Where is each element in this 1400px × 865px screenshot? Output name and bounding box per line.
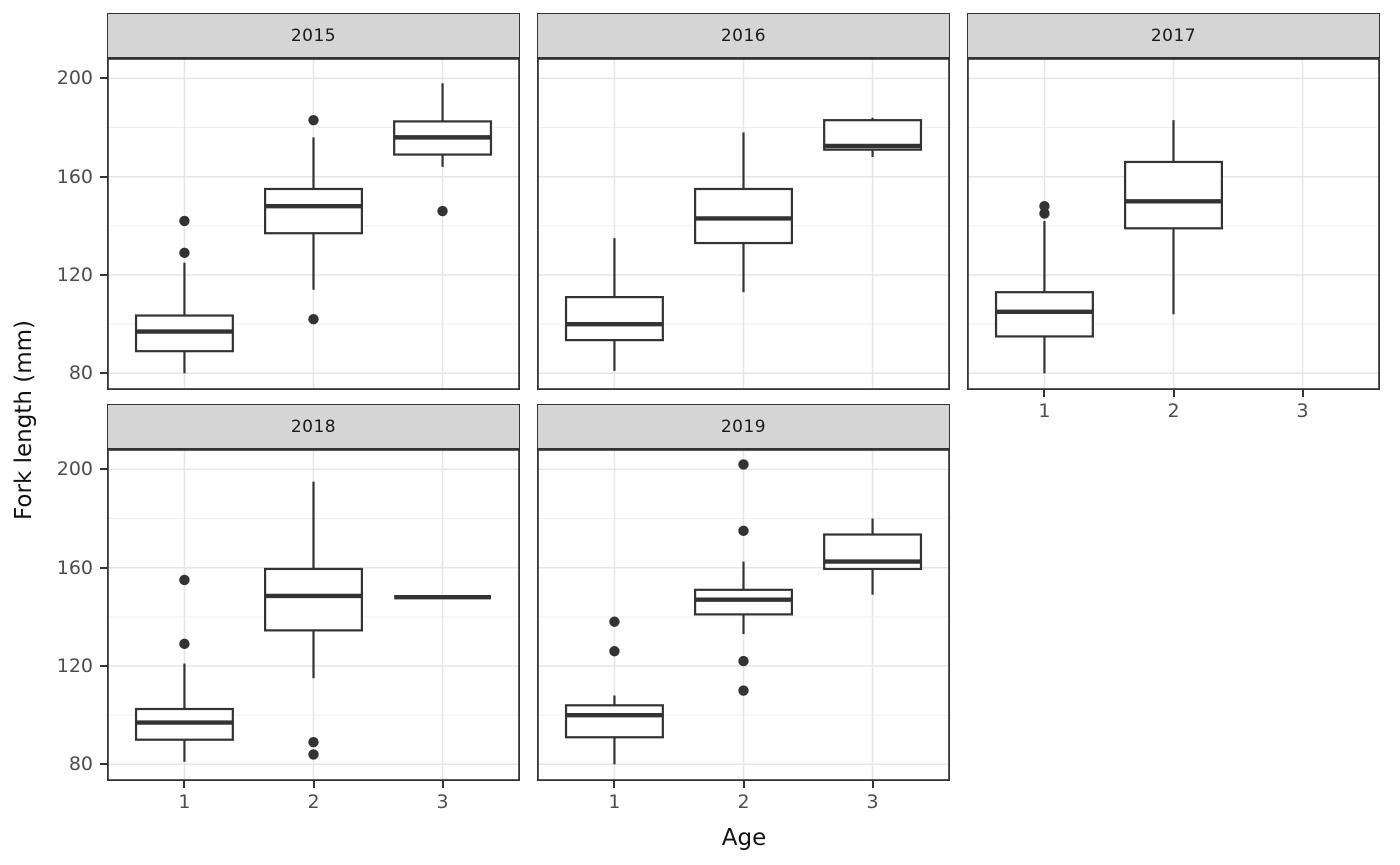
x-tick-mark (1301, 390, 1304, 397)
boxplot-panel (537, 58, 950, 390)
x-tick-mark (613, 781, 616, 788)
boxplot-panel (107, 58, 520, 390)
iqr-box (264, 187, 364, 235)
outlier-point (1039, 208, 1050, 219)
facet-strip: 2019 (537, 404, 950, 449)
x-tick-mark (871, 781, 874, 788)
y-tick-mark (100, 763, 107, 766)
y-axis-title: Fork length (mm) (11, 320, 37, 520)
x-tick-mark (1172, 390, 1175, 397)
outlier-point (179, 638, 190, 650)
facet-year-label: 2019 (720, 416, 767, 437)
facet-2019: 2019 (537, 404, 950, 781)
facet-2018: 2018 (107, 404, 520, 781)
boxplot-panel (967, 58, 1380, 390)
y-tick-label: 80 (68, 362, 93, 385)
x-tick-label: 1 (1038, 400, 1051, 422)
outlier-point (437, 205, 448, 217)
facet-strip: 2017 (967, 13, 1380, 58)
x-tick-label: 1 (608, 791, 621, 813)
x-tick-label: 2 (307, 791, 320, 813)
outlier-point (738, 655, 749, 667)
facet-2016: 2016 (537, 13, 950, 390)
outlier-point (609, 616, 620, 627)
boxplot-panel (537, 449, 950, 781)
y-tick-label: 200 (56, 458, 93, 481)
panel-border (537, 58, 950, 390)
y-tick-mark (100, 566, 107, 569)
y-tick-label: 160 (56, 165, 93, 188)
iqr-box (823, 533, 923, 571)
iqr-box (694, 588, 794, 616)
x-tick-label: 2 (737, 791, 750, 813)
y-tick-mark (100, 372, 107, 375)
facet-year-label: 2017 (1150, 25, 1197, 46)
facet-strip: 2016 (537, 13, 950, 58)
facet-strip: 2018 (107, 404, 520, 449)
y-tick-label: 160 (56, 556, 93, 579)
y-tick-mark (100, 77, 107, 80)
iqr-box (564, 296, 664, 342)
x-tick-label: 1 (178, 791, 191, 813)
x-tick-label: 3 (436, 791, 449, 813)
outlier-point (308, 736, 319, 748)
y-tick-label: 120 (56, 263, 93, 286)
outlier-point (179, 215, 190, 227)
x-axis-title: Age (721, 825, 767, 851)
facet-year-label: 2018 (290, 416, 337, 437)
facet-strip: 2015 (107, 13, 520, 58)
outlier-point (738, 525, 749, 537)
x-tick-mark (1043, 390, 1046, 397)
outlier-point (738, 459, 749, 470)
x-tick-mark (441, 781, 444, 788)
facet-year-label: 2016 (720, 25, 767, 46)
boxplot-panel (107, 449, 520, 781)
x-tick-label: 2 (1167, 400, 1180, 422)
panel-border (107, 449, 520, 781)
facet-2017: 2017 (967, 13, 1380, 390)
panel-border (967, 58, 1380, 390)
x-tick-mark (312, 781, 315, 788)
x-tick-label: 3 (1296, 400, 1309, 422)
outlier-point (308, 114, 319, 126)
outlier-point (738, 685, 749, 696)
outlier-point (308, 314, 319, 325)
iqr-box (564, 704, 664, 739)
y-tick-mark (100, 468, 107, 471)
x-tick-label: 3 (866, 791, 879, 813)
iqr-box (1124, 160, 1224, 230)
y-tick-label: 80 (68, 753, 93, 776)
outlier-point (609, 646, 620, 657)
y-tick-mark (100, 175, 107, 178)
y-tick-label: 120 (56, 654, 93, 677)
outlier-point (179, 574, 190, 586)
outlier-point (1039, 200, 1050, 212)
y-tick-label: 200 (56, 67, 93, 90)
iqr-box (264, 567, 364, 632)
y-tick-mark (100, 273, 107, 276)
facet-year-label: 2015 (290, 25, 337, 46)
x-tick-mark (183, 781, 186, 788)
outlier-point (308, 749, 319, 760)
outlier-point (179, 247, 190, 259)
iqr-box (694, 187, 794, 245)
iqr-box (994, 291, 1094, 338)
facet-2015: 2015 (107, 13, 520, 390)
panel-border (107, 58, 520, 390)
x-tick-mark (742, 781, 745, 788)
y-tick-mark (100, 664, 107, 667)
panel-border (537, 449, 950, 781)
